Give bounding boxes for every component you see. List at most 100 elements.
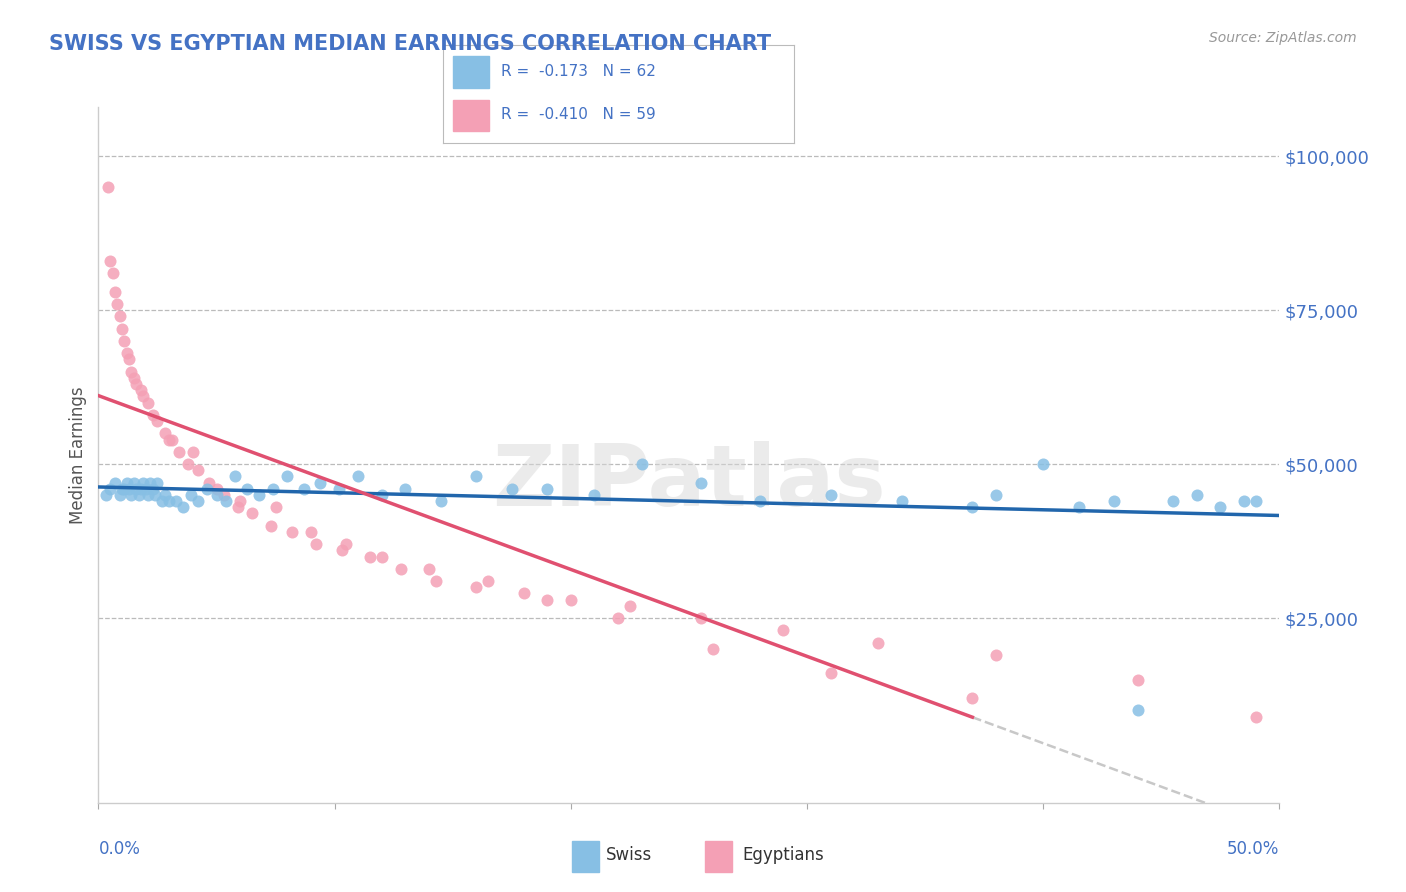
Point	[240, 507, 263, 521]
Point	[187, 494, 209, 508]
Bar	[453, 56, 489, 87]
Point	[689, 611, 711, 625]
Point	[260, 518, 283, 533]
Point	[984, 488, 1007, 502]
Point	[205, 482, 228, 496]
Point	[115, 475, 138, 490]
Point	[121, 488, 143, 502]
Text: Swiss: Swiss	[606, 847, 652, 864]
Point	[1161, 494, 1184, 508]
Point	[281, 524, 304, 539]
Bar	[453, 100, 489, 131]
Point	[129, 384, 152, 398]
Point	[128, 488, 150, 502]
Point	[139, 475, 162, 490]
Point	[1102, 494, 1125, 508]
Point	[262, 482, 284, 496]
Text: Egyptians: Egyptians	[742, 847, 824, 864]
Point	[125, 482, 148, 496]
Point	[153, 488, 176, 502]
Point	[121, 365, 143, 379]
Point	[112, 482, 135, 496]
Point	[104, 475, 127, 490]
Point	[125, 377, 148, 392]
Point	[236, 482, 259, 496]
Point	[165, 494, 187, 508]
Point	[160, 433, 183, 447]
Point	[1032, 457, 1054, 471]
Text: R =  -0.410   N = 59: R = -0.410 N = 59	[501, 107, 655, 122]
Point	[104, 285, 127, 299]
Point	[195, 482, 218, 496]
Point	[132, 475, 155, 490]
Point	[1126, 673, 1149, 687]
Point	[181, 445, 204, 459]
Point	[229, 494, 252, 508]
Point	[146, 414, 169, 428]
Point	[1067, 500, 1090, 515]
Point	[224, 469, 246, 483]
Point	[702, 641, 724, 656]
Point	[101, 266, 124, 280]
Point	[94, 488, 117, 502]
Y-axis label: Median Earnings: Median Earnings	[69, 386, 87, 524]
Point	[112, 334, 135, 348]
Point	[1233, 494, 1256, 508]
Bar	[706, 841, 731, 871]
Point	[536, 482, 558, 496]
Point	[560, 592, 582, 607]
Point	[465, 469, 488, 483]
Point	[247, 488, 270, 502]
Point	[118, 352, 141, 367]
Point	[512, 586, 534, 600]
Text: Source: ZipAtlas.com: Source: ZipAtlas.com	[1209, 31, 1357, 45]
Point	[115, 346, 138, 360]
Point	[583, 488, 606, 502]
Point	[962, 691, 984, 706]
Point	[157, 494, 180, 508]
Point	[772, 624, 794, 638]
Point	[984, 648, 1007, 662]
Point	[98, 482, 121, 496]
Point	[143, 488, 166, 502]
Point	[292, 482, 315, 496]
Point	[1209, 500, 1232, 515]
Point	[97, 180, 120, 194]
Point	[371, 488, 394, 502]
Point	[198, 475, 221, 490]
Bar	[572, 841, 599, 871]
Point	[820, 488, 842, 502]
Point	[167, 445, 190, 459]
Point	[389, 562, 412, 576]
Point	[122, 475, 145, 490]
Point	[180, 488, 202, 502]
Point	[820, 666, 842, 681]
Point	[98, 254, 121, 268]
Text: ZIPatlas: ZIPatlas	[492, 442, 886, 524]
Point	[347, 469, 370, 483]
Text: R =  -0.173   N = 62: R = -0.173 N = 62	[501, 63, 655, 78]
Point	[142, 408, 165, 422]
Text: 50.0%: 50.0%	[1227, 839, 1279, 858]
Point	[111, 482, 134, 496]
Point	[172, 500, 194, 515]
Point	[689, 475, 711, 490]
Point	[105, 297, 128, 311]
Point	[264, 500, 287, 515]
Point	[866, 636, 889, 650]
Point	[1185, 488, 1208, 502]
Point	[748, 494, 770, 508]
Point	[536, 592, 558, 607]
Point	[226, 500, 249, 515]
Point	[129, 482, 152, 496]
Point	[215, 494, 238, 508]
Text: 0.0%: 0.0%	[98, 839, 141, 858]
Point	[619, 599, 641, 613]
Point	[1126, 703, 1149, 717]
Point	[607, 611, 630, 625]
Point	[394, 482, 416, 496]
Point	[962, 500, 984, 515]
Point	[477, 574, 499, 589]
Point	[187, 463, 209, 477]
Point	[177, 457, 200, 471]
